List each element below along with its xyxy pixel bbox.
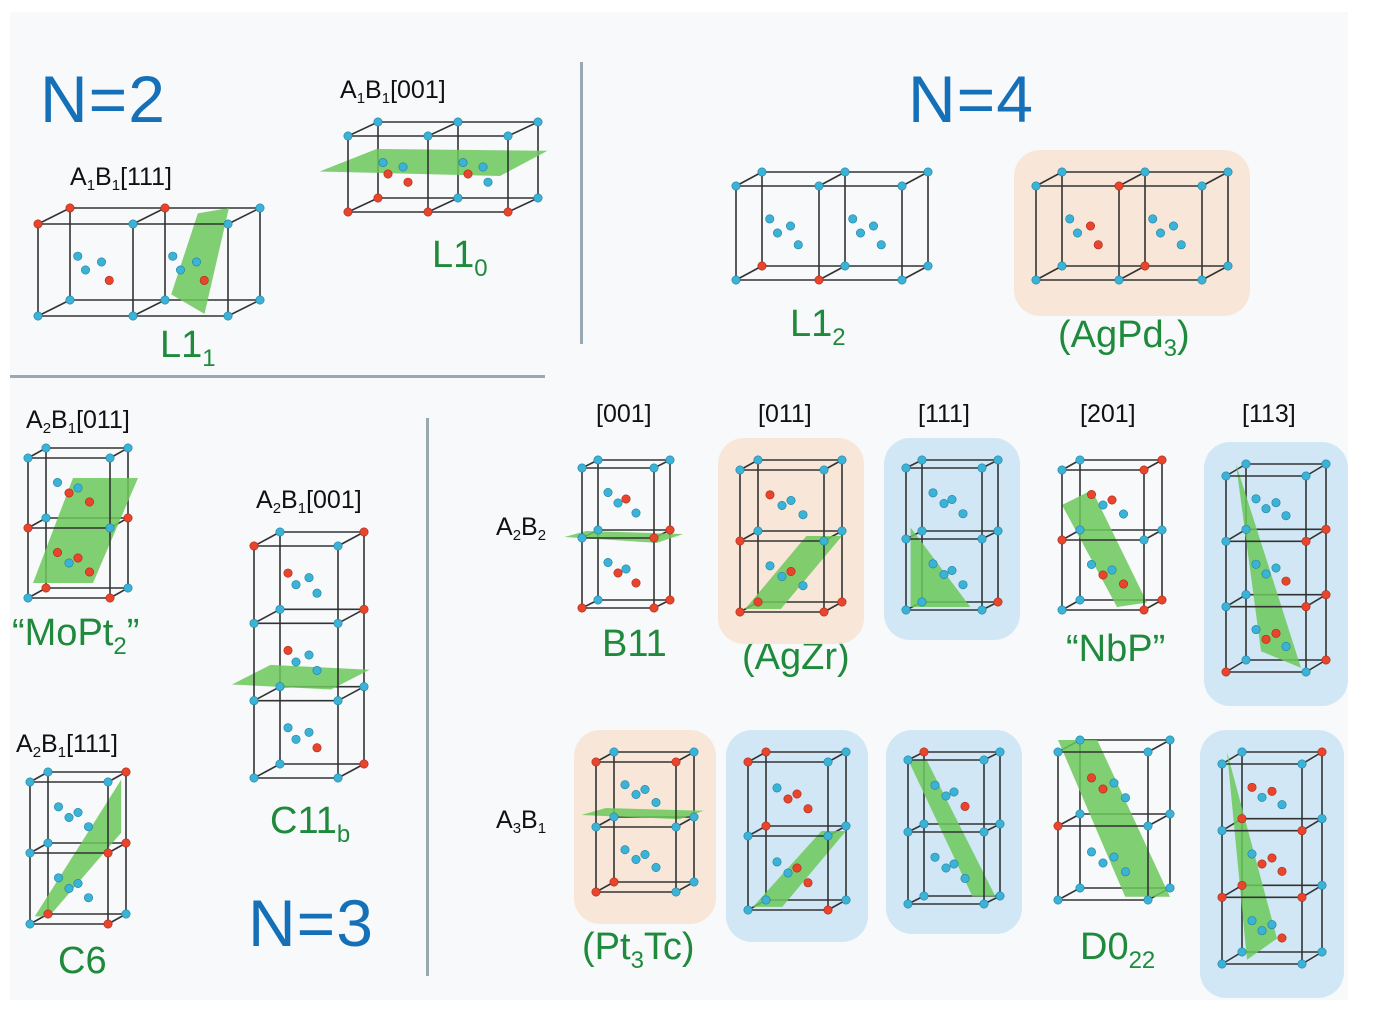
l12-cell (731, 167, 933, 285)
a2b2-111-cell (884, 438, 1020, 640)
direction-111: [111] (918, 400, 970, 428)
row-label-a3b1: A3B1 (496, 806, 547, 837)
l10-name: L10 (432, 234, 488, 282)
direction-113: [113] (1242, 400, 1296, 428)
pt3tc-cell (574, 730, 716, 924)
d022-cell (1053, 735, 1175, 905)
direction-201: [201] (1080, 400, 1136, 428)
c6-cell (25, 767, 131, 929)
c6-name: C6 (58, 940, 107, 982)
direction-011: [011] (758, 400, 812, 428)
agzr-name: (AgZr) (742, 636, 850, 678)
agpd3-cell (1014, 150, 1250, 316)
divider-n2-n3 (10, 375, 545, 378)
header-n3: N=3 (248, 886, 374, 960)
l11-formula: A1B1[111] (70, 163, 172, 194)
b11-cell (564, 455, 684, 613)
l12-name: L12 (790, 303, 846, 351)
agzr-cell (718, 438, 864, 644)
direction-001: [001] (596, 400, 652, 428)
l11-cell (33, 203, 265, 321)
divider-n2-n4 (580, 62, 583, 344)
a3b1-011-cell (726, 730, 868, 942)
a3b1-111-cell (886, 730, 1022, 934)
header-n2: N=2 (40, 62, 166, 136)
l10-formula: A1B1[001] (340, 76, 446, 107)
c11b-formula: A2B1[001] (256, 486, 362, 517)
l10-cell (319, 117, 548, 217)
mopt2-formula: A2B1[011] (26, 406, 130, 437)
l11-name: L11 (160, 324, 216, 372)
pt3tc-name: (Pt3Tc) (582, 926, 695, 974)
nbp-name: “NbP” (1066, 628, 1166, 670)
a2b2-113-cell (1204, 442, 1348, 706)
row-label-a2b2: A2B2 (496, 513, 547, 544)
d022-name: D022 (1080, 926, 1156, 974)
mopt2-cell (23, 443, 138, 603)
c11b-cell (232, 527, 370, 783)
divider-n3-grid (426, 418, 429, 976)
nbp-cell (1057, 455, 1167, 615)
header-n4: N=4 (908, 62, 1034, 136)
b11-name: B11 (602, 623, 667, 665)
agpd3-name: (AgPd3) (1058, 314, 1190, 362)
a3b1-113-cell (1200, 730, 1344, 998)
c11b-name: C11b (270, 800, 351, 848)
c6-formula: A2B1[111] (16, 730, 118, 761)
mopt2-name: “MoPt2” (12, 612, 140, 660)
